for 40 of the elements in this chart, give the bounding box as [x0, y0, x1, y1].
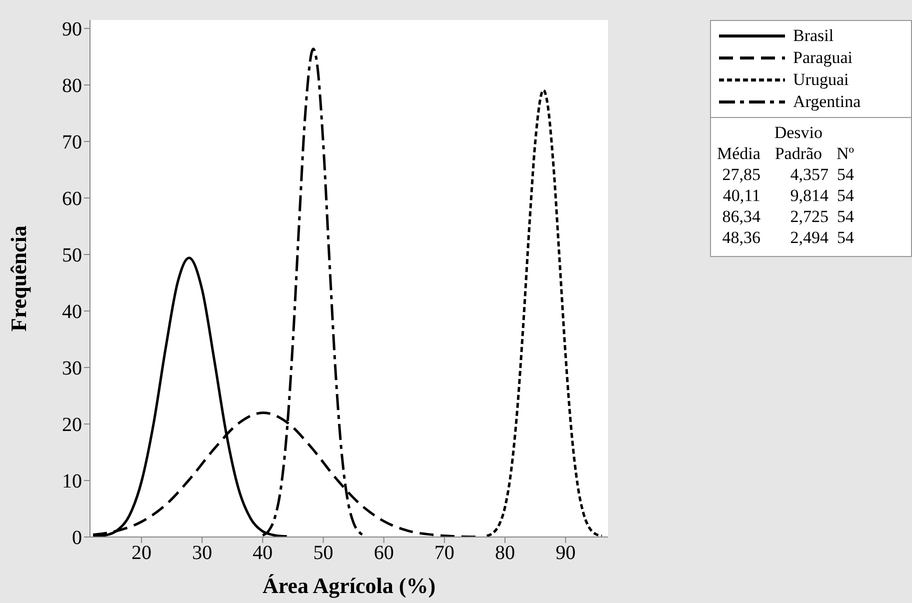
y-axis-title: Frequência [6, 226, 31, 332]
x-tick-label: 30 [192, 542, 212, 564]
text: 54 [836, 185, 855, 206]
text: 86,34 [721, 206, 762, 227]
text: 48,36 [721, 227, 762, 248]
text: 54 [836, 164, 855, 185]
x-tick-label: 80 [495, 542, 516, 564]
text: 40,11 [722, 185, 762, 206]
line-series [486, 88, 604, 537]
x-tick-label: 50 [313, 542, 334, 564]
legend-label: Brasil [793, 26, 834, 46]
x-tick-label: 60 [374, 542, 394, 564]
y-tick-label: 30 [62, 358, 82, 380]
legend-label: Paraguai [793, 48, 852, 68]
x-tick-label: 70 [434, 542, 454, 564]
y-tick-label: 80 [62, 75, 82, 98]
x-tick-label: 90 [556, 542, 576, 564]
y-tick-label: 20 [62, 414, 82, 436]
x-tick-label: 40 [252, 542, 273, 564]
text: 4,357 [789, 164, 830, 185]
x-tick-label: 20 [131, 542, 152, 564]
legend-label: Uruguai [793, 70, 849, 90]
y-tick-label: 90 [62, 18, 82, 41]
y-tick-label: 10 [62, 470, 82, 493]
y-tick-label: 40 [62, 301, 82, 324]
text: Nº [835, 143, 855, 164]
text: 27,85 [721, 164, 762, 185]
text: 2,725 [789, 206, 830, 227]
text: Média [716, 143, 762, 164]
text: Desvio Padrão [773, 122, 824, 164]
y-tick-label: 60 [62, 188, 82, 210]
text: 9,814 [789, 185, 830, 206]
text: 54 [836, 206, 855, 227]
text: 2,494 [789, 227, 830, 248]
y-tick-label: 0 [72, 527, 82, 550]
x-axis-title: Área Agrícola (%) [262, 573, 436, 598]
y-tick-label: 70 [62, 132, 82, 154]
text: 54 [836, 227, 855, 248]
legend-label: Argentina [793, 92, 861, 112]
y-tick-label: 50 [62, 244, 82, 267]
